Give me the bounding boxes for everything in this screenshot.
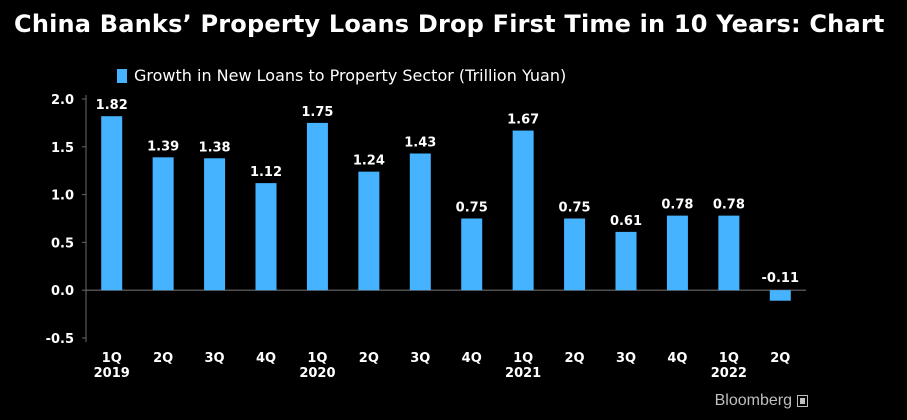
data-label: -0.11	[762, 271, 799, 286]
x-tick-label: 2019	[94, 366, 130, 381]
bar	[409, 153, 431, 291]
bar	[564, 218, 586, 291]
bar	[666, 215, 688, 291]
x-tick-label: 3Q	[616, 351, 636, 366]
x-tick-label: 2022	[711, 366, 747, 381]
legend: Growth in New Loans to Property Sector (…	[117, 66, 566, 85]
x-tick-label: 1Q	[719, 351, 739, 366]
bar	[204, 158, 226, 291]
data-label: 1.39	[147, 139, 179, 154]
bar	[769, 290, 791, 301]
data-label: 0.75	[559, 201, 591, 216]
chart-title: China Banks’ Property Loans Drop First T…	[14, 10, 885, 38]
data-label: 1.38	[199, 140, 231, 155]
y-tick-label: 2.0	[51, 93, 74, 108]
x-tick-label: 4Q	[667, 351, 687, 366]
x-tick-label: 3Q	[410, 351, 430, 366]
data-label: 0.78	[713, 198, 745, 213]
x-tick-label: 2020	[299, 366, 335, 381]
x-tick-label: 4Q	[462, 351, 482, 366]
data-label: 1.43	[404, 135, 436, 150]
data-label: 1.75	[301, 105, 333, 120]
x-tick-label: 1Q	[102, 351, 122, 366]
x-tick-label: 1Q	[513, 351, 533, 366]
legend-label: Growth in New Loans to Property Sector (…	[134, 66, 567, 85]
bar	[306, 122, 328, 291]
bar	[358, 171, 380, 291]
brand-name: Bloomberg	[714, 392, 792, 409]
y-tick-label: -0.5	[46, 332, 74, 347]
bar	[718, 215, 740, 291]
x-tick-label: 2Q	[359, 351, 379, 366]
x-tick-label: 3Q	[205, 351, 225, 366]
data-label: 1.82	[96, 98, 128, 113]
data-label: 1.24	[353, 154, 385, 169]
x-tick-label: 1Q	[307, 351, 327, 366]
bar	[461, 218, 483, 291]
y-tick-label: 1.5	[51, 141, 74, 156]
x-tick-label: 2Q	[565, 351, 585, 366]
x-tick-label: 4Q	[256, 351, 276, 366]
bar	[255, 183, 277, 291]
data-label: 0.61	[610, 214, 642, 229]
bar	[101, 116, 123, 291]
data-label: 1.67	[507, 113, 539, 128]
brand-watermark: Bloomberg	[715, 392, 808, 410]
bar	[615, 231, 637, 291]
y-tick-label: 0.5	[51, 236, 74, 251]
y-tick-label: 0.0	[51, 284, 74, 299]
data-label: 0.78	[661, 198, 693, 213]
legend-swatch	[117, 68, 127, 83]
bloomberg-logo-icon	[797, 395, 808, 407]
data-label: 1.12	[250, 165, 282, 180]
bar	[512, 130, 534, 291]
y-tick-label: 1.0	[51, 189, 74, 204]
x-tick-label: 2Q	[770, 351, 790, 366]
x-tick-label: 2Q	[153, 351, 173, 366]
data-label: 0.75	[456, 201, 488, 216]
x-tick-label: 2021	[505, 366, 541, 381]
bar	[152, 157, 174, 291]
